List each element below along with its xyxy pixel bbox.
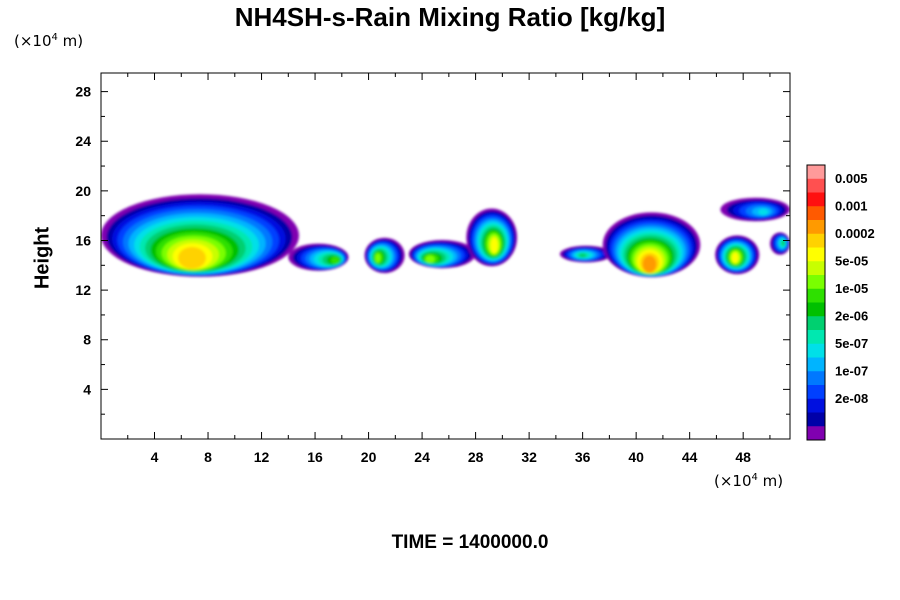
cloud-feature [602, 212, 701, 278]
colorbar-swatch [807, 302, 825, 317]
colorbar-label: 0.0002 [835, 226, 875, 241]
colorbar-swatch [807, 288, 825, 303]
x-tick-label: 24 [414, 449, 430, 465]
x-tick-label: 4 [151, 449, 159, 465]
cloud-feature [408, 240, 476, 269]
contour-level-11 [781, 240, 786, 246]
colorbar-swatch [807, 316, 825, 331]
time-readout: TIME = 1400000.0 [391, 532, 549, 553]
cloud-feature [101, 194, 299, 277]
y-tick-label: 8 [83, 332, 91, 348]
x-tick-label: 20 [361, 449, 377, 465]
contour-level-6 [732, 252, 739, 263]
contour-level-11 [578, 253, 587, 258]
colorbar-swatch [807, 178, 825, 193]
contour-level-4 [642, 255, 657, 273]
contour-level-8 [375, 253, 381, 263]
cloud-feature [559, 245, 613, 263]
contour-level-5 [178, 247, 206, 269]
colorbar-swatch [807, 247, 825, 262]
cloud-feature [466, 208, 518, 267]
cloud-feature [720, 197, 790, 222]
colorbar-label: 5e-07 [835, 336, 868, 351]
x-axis-unit: (×104 m) [714, 472, 784, 490]
x-tick-label: 8 [204, 449, 212, 465]
cloud-feature [364, 237, 405, 274]
contour-field [101, 194, 790, 278]
x-tick-label: 40 [628, 449, 644, 465]
colorbar-label: 0.001 [835, 198, 868, 213]
colorbar-label: 0.005 [835, 171, 868, 186]
y-axis-unit: (×104 m) [14, 32, 84, 50]
y-tick-label: 24 [75, 133, 91, 149]
colorbar-swatch [807, 261, 825, 276]
colorbar-swatch [807, 357, 825, 372]
colorbar-swatch [807, 412, 825, 427]
contour-level-8 [425, 255, 435, 263]
colorbar-swatch [807, 398, 825, 413]
x-tick-label: 16 [307, 449, 323, 465]
colorbar-swatch [807, 275, 825, 290]
x-tick-label: 32 [521, 449, 537, 465]
cloud-feature [770, 232, 790, 255]
colorbar-label: 2e-06 [835, 308, 868, 323]
x-tick-label: 12 [254, 449, 270, 465]
colorbar-swatch [807, 371, 825, 386]
cloud-feature [715, 235, 760, 275]
colorbar-swatch [807, 220, 825, 235]
x-tick-label: 28 [468, 449, 484, 465]
y-tick-label: 20 [75, 183, 91, 199]
contour-level-6 [490, 237, 498, 254]
colorbar-frame [806, 164, 826, 441]
colorbar-swatch [807, 343, 825, 358]
cloud-feature [288, 243, 349, 271]
x-tick-label: 44 [682, 449, 698, 465]
colorbar-label: 2e-08 [835, 391, 868, 406]
colorbar: 0.005 0.001 0.0002 5e-05 1e-05 2e-06 5e-07 1e-0… [806, 164, 875, 441]
colorbar-swatch [807, 385, 825, 400]
x-tick-label: 36 [575, 449, 591, 465]
colorbar-swatch [807, 206, 825, 221]
colorbar-swatch [807, 192, 825, 207]
y-tick-label: 16 [75, 232, 91, 248]
contour-level-13 [758, 208, 769, 216]
contour-level-9 [330, 256, 340, 264]
colorbar-swatch [807, 330, 825, 345]
chart-title: NH4SH-s-Rain Mixing Ratio [kg/kg] [234, 2, 666, 32]
colorbar-swatch [807, 426, 825, 441]
y-tick-label: 12 [75, 282, 91, 298]
y-tick-label: 28 [75, 84, 91, 100]
colorbar-label: 1e-05 [835, 281, 868, 296]
colorbar-swatch [807, 233, 825, 248]
x-tick-label: 48 [735, 449, 751, 465]
y-tick-label: 4 [83, 381, 91, 397]
colorbar-label: 5e-05 [835, 253, 868, 268]
colorbar-label: 1e-07 [835, 363, 868, 378]
colorbar-swatch [807, 165, 825, 180]
plot-frame [100, 72, 791, 440]
